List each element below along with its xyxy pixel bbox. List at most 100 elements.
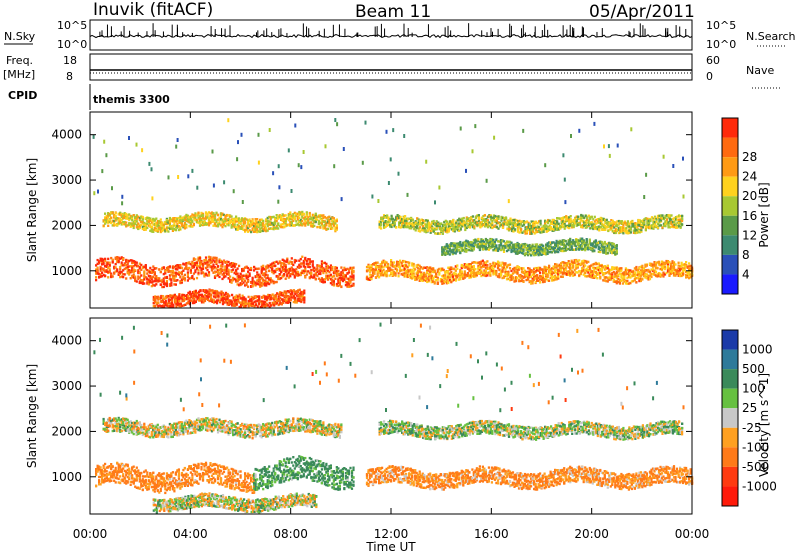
data-cell — [378, 276, 381, 279]
data-cell — [603, 279, 606, 282]
data-cell — [313, 273, 316, 277]
data-cell — [483, 214, 486, 217]
data-cell — [600, 270, 603, 274]
data-cell — [393, 273, 396, 276]
data-cell — [251, 278, 254, 281]
data-cell — [165, 222, 168, 226]
data-cell — [560, 262, 563, 265]
data-cell — [532, 230, 535, 233]
data-cell — [247, 266, 250, 270]
data-cell — [349, 281, 352, 284]
data-cell — [513, 218, 517, 222]
data-cell — [257, 283, 260, 286]
data-cell — [527, 278, 530, 281]
data-cell — [444, 280, 447, 283]
data-cell — [320, 269, 323, 272]
data-cell — [134, 277, 137, 280]
data-cell — [494, 214, 497, 218]
data-cell — [454, 272, 457, 275]
data-cell — [244, 274, 247, 278]
data-cell — [212, 256, 215, 259]
data-cell — [189, 222, 192, 225]
data-cell — [380, 227, 383, 230]
data-cell — [338, 283, 341, 287]
data-cell — [110, 256, 113, 260]
data-cell — [376, 274, 379, 277]
data-cell — [398, 215, 401, 218]
data-cell — [554, 270, 557, 273]
data-cell — [310, 225, 313, 228]
data-cell — [638, 279, 641, 283]
data-cell — [422, 229, 425, 232]
data-cell — [453, 278, 456, 281]
data-cell — [446, 229, 449, 232]
data-cell — [146, 222, 149, 225]
data-cell — [110, 221, 113, 225]
data-cell — [379, 272, 382, 276]
data-cell — [398, 223, 401, 226]
data-cell — [137, 225, 140, 229]
data-cell — [253, 225, 256, 228]
data-cell — [641, 273, 644, 276]
data-cell — [390, 216, 393, 219]
data-cell — [168, 216, 171, 220]
data-cell — [298, 224, 301, 227]
data-cell — [165, 279, 168, 283]
data-cell — [464, 228, 467, 232]
data-cell — [299, 212, 302, 216]
data-cell — [525, 278, 528, 282]
data-cell — [170, 281, 173, 285]
data-cell — [114, 219, 117, 222]
data-cell — [500, 217, 503, 221]
data-cell — [168, 274, 171, 277]
data-cell — [120, 264, 123, 267]
data-cell — [675, 272, 679, 276]
data-cell — [265, 284, 268, 287]
data-cell — [201, 223, 205, 227]
data-cell — [368, 278, 372, 281]
data-cell — [167, 270, 170, 273]
data-cell — [621, 277, 624, 280]
data-cell — [171, 218, 174, 221]
data-cell — [450, 274, 453, 277]
data-cell — [272, 227, 275, 231]
data-cell — [245, 228, 248, 231]
data-cell — [533, 226, 536, 230]
data-cell — [179, 264, 182, 267]
data-cell — [200, 223, 203, 227]
data-cell — [501, 222, 505, 225]
data-cell — [177, 225, 180, 228]
data-cell — [464, 226, 467, 229]
data-cell — [155, 283, 158, 286]
data-cell — [674, 268, 677, 272]
data-cell — [399, 266, 402, 269]
data-cell — [551, 270, 554, 273]
data-cell — [168, 220, 171, 223]
data-cell — [111, 258, 114, 262]
data-cell — [474, 221, 477, 224]
data-cell — [549, 270, 552, 273]
data-cell — [686, 275, 689, 279]
data-cell — [508, 267, 512, 270]
data-cell — [570, 262, 573, 266]
data-cell — [235, 217, 238, 220]
data-cell — [263, 282, 266, 285]
data-cell — [463, 276, 466, 279]
data-cell — [466, 263, 469, 266]
data-cell — [128, 223, 131, 226]
data-cell — [374, 267, 378, 270]
data-cell — [387, 269, 390, 273]
data-cell — [680, 261, 683, 265]
data-cell — [277, 262, 280, 265]
data-cell — [668, 270, 671, 273]
data-cell — [426, 266, 429, 269]
data-cell — [530, 280, 533, 283]
data-cell — [470, 223, 473, 227]
data-cell — [244, 229, 247, 232]
data-cell — [265, 229, 268, 233]
data-cell — [227, 277, 230, 280]
data-cell — [602, 265, 605, 269]
data-cell — [215, 258, 218, 262]
data-cell — [404, 224, 407, 227]
data-cell — [387, 265, 390, 268]
